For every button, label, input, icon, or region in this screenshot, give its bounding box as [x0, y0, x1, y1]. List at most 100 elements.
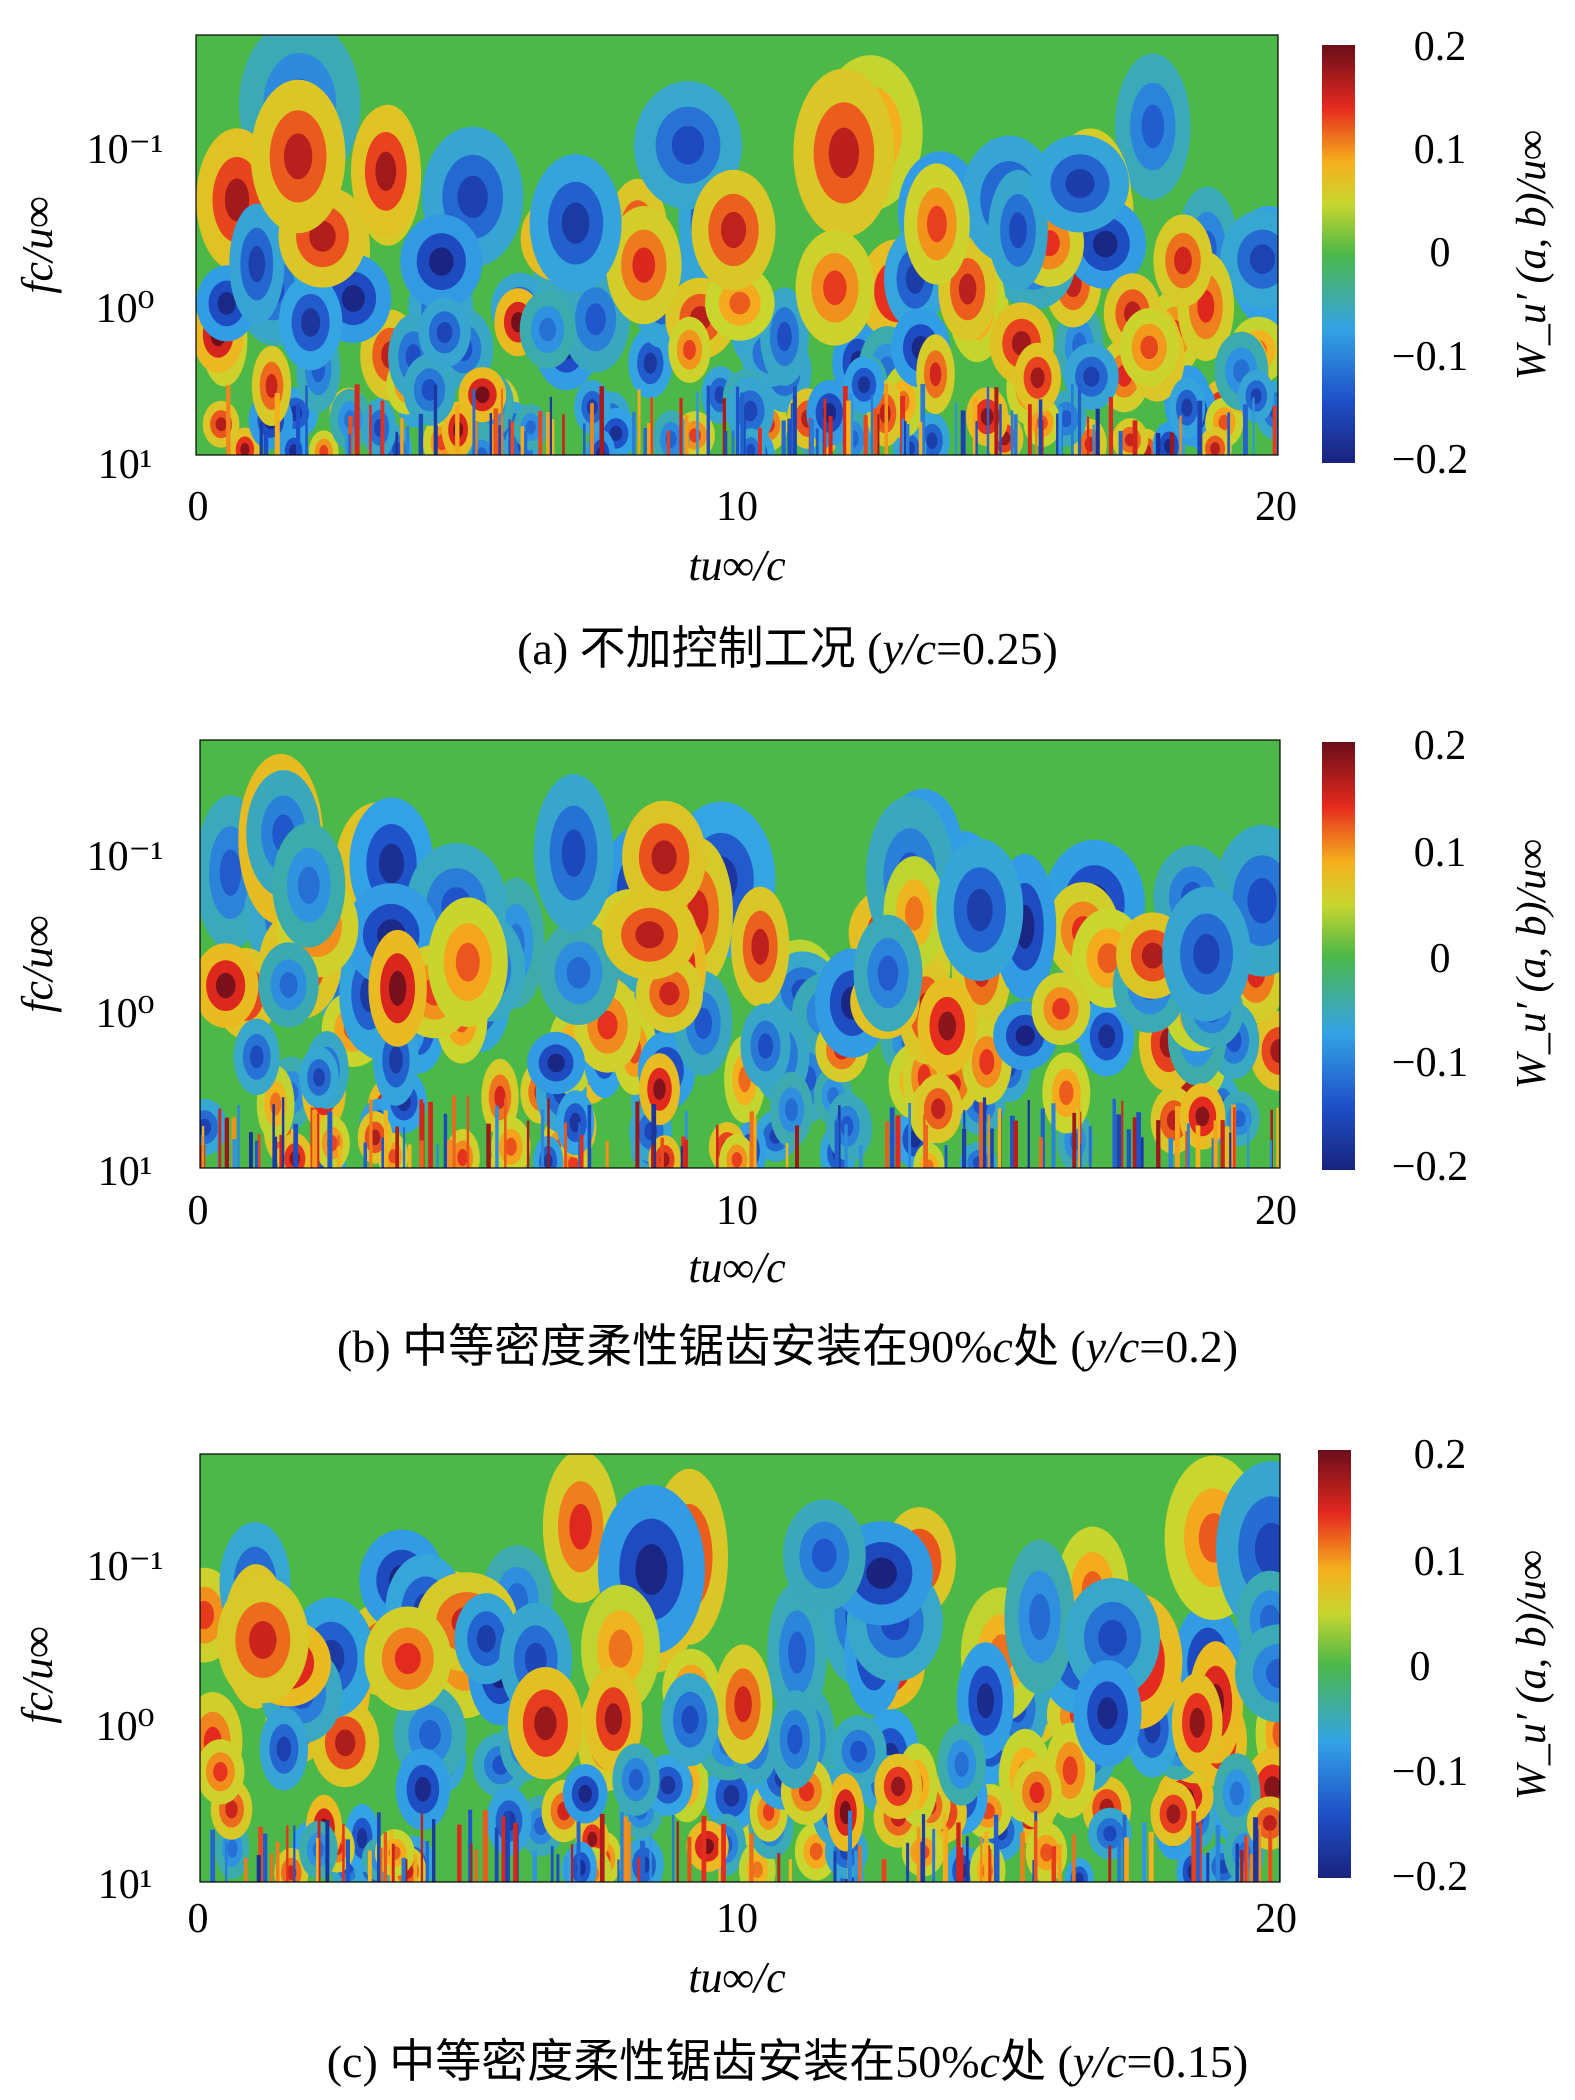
- heatmap-streak: [432, 1819, 436, 1882]
- heatmap-streak: [218, 1108, 222, 1168]
- heatmap-streak: [1240, 1850, 1244, 1882]
- heatmap-blob: [414, 1776, 432, 1802]
- heatmap-streak: [513, 1823, 518, 1882]
- heatmap-streak: [906, 1842, 910, 1882]
- heatmap-streak: [325, 1820, 330, 1882]
- heatmap-streak: [579, 1134, 584, 1168]
- heatmap-blob: [561, 202, 590, 244]
- heatmap-streak: [1269, 1139, 1273, 1168]
- heatmap-streak: [1118, 431, 1123, 455]
- heatmap-streak: [975, 421, 978, 455]
- heatmap-blob: [1097, 943, 1120, 974]
- heatmap-streak: [721, 1823, 726, 1882]
- heatmap-blob: [927, 205, 947, 243]
- heatmap-streak: [1227, 412, 1230, 455]
- heatmap-blob: [389, 1046, 403, 1074]
- heatmap-streak: [1191, 1810, 1197, 1882]
- heatmap-streak: [564, 1855, 568, 1882]
- heatmap-streak: [651, 1104, 657, 1168]
- heatmap-streak: [226, 385, 231, 455]
- heatmap-blob: [729, 291, 751, 315]
- heatmap-streak: [249, 1132, 253, 1168]
- heatmap-blob: [240, 443, 250, 455]
- heatmap-blob: [375, 151, 397, 191]
- heatmap-streak: [1077, 383, 1082, 455]
- heatmap-blob: [457, 1149, 468, 1167]
- heatmap-streak: [578, 1122, 581, 1168]
- y-tick-label: 10⁰: [96, 286, 155, 332]
- heatmap-streak: [1235, 1843, 1239, 1882]
- heatmap-streak: [344, 431, 349, 455]
- heatmap-streak: [296, 402, 301, 455]
- heatmap-streak: [637, 1857, 643, 1882]
- heatmap-blob: [609, 425, 623, 441]
- heatmap-streak: [472, 388, 476, 455]
- heatmap-blob: [394, 1643, 421, 1675]
- heatmap-streak: [1269, 1829, 1272, 1882]
- heatmap-streak: [369, 404, 372, 455]
- heatmap-blob: [248, 1621, 277, 1659]
- heatmap-blob: [1029, 1593, 1051, 1640]
- colorbar: [1322, 45, 1355, 463]
- heatmap-streak: [795, 1125, 799, 1168]
- heatmap-streak: [354, 384, 360, 455]
- heatmap-blob: [926, 432, 938, 450]
- heatmap-streak: [1010, 1115, 1015, 1168]
- heatmap-blob: [213, 1762, 228, 1782]
- plot-frame: [199, 1453, 1281, 1883]
- heatmap-streak: [505, 1811, 510, 1882]
- heatmap-streak: [1051, 1846, 1057, 1882]
- heatmap-blob: [225, 1800, 238, 1819]
- heatmap-blob: [313, 1068, 325, 1087]
- heatmap-streak: [701, 1816, 707, 1882]
- heatmap-streak: [1038, 399, 1043, 455]
- colorbar-tick: 0.1: [1414, 830, 1467, 876]
- heatmap-streak: [255, 1140, 258, 1168]
- heatmap-streak: [1195, 1125, 1201, 1168]
- x-tick-label: 20: [1255, 484, 1297, 530]
- heatmap-streak: [706, 385, 710, 455]
- heatmap-streak: [384, 1110, 388, 1168]
- heatmap-blob: [788, 1631, 807, 1674]
- heatmap-blob: [217, 292, 236, 315]
- heatmap-streak: [1179, 415, 1182, 455]
- heatmap-streak: [920, 383, 926, 455]
- heatmap-streak: [1108, 397, 1113, 455]
- heatmap-streak: [1057, 1844, 1062, 1882]
- colorbar-tick: 0.2: [1414, 1432, 1467, 1478]
- x-tick-label: 10: [716, 1188, 758, 1234]
- heatmap-blob: [1103, 1825, 1117, 1842]
- heatmap-streak: [679, 397, 683, 455]
- heatmap-streak: [263, 1833, 268, 1882]
- heatmap-streak: [244, 1857, 248, 1882]
- heatmap-streak: [687, 1836, 692, 1882]
- heatmap-streak: [259, 422, 263, 455]
- heatmap-streak: [788, 1859, 792, 1882]
- plot-frame: [199, 739, 1281, 1169]
- y-tick-label: 10⁻¹: [87, 1544, 164, 1590]
- heatmap-blob: [276, 1736, 292, 1762]
- heatmap-streak: [346, 434, 351, 455]
- heatmap-streak: [1086, 416, 1090, 455]
- heatmap-blob: [938, 1011, 957, 1041]
- heatmap-blob: [731, 1152, 743, 1168]
- heatmap-streak: [293, 1825, 296, 1882]
- heatmap-blob: [1249, 244, 1275, 274]
- heatmap-streak: [956, 1822, 961, 1882]
- heatmap-streak: [1051, 1103, 1056, 1168]
- heatmap-streak: [848, 1810, 852, 1882]
- x-tick-label: 0: [188, 1896, 209, 1942]
- heatmap-streak: [447, 1139, 452, 1168]
- heatmap-streak: [1220, 1120, 1225, 1168]
- heatmap-streak: [848, 394, 854, 455]
- caption-c: (c) 中等密度柔性锯齿安装在50%c处 (y/c=0.15): [0, 2025, 1575, 2091]
- heatmap-streak: [551, 419, 555, 455]
- heatmap-blob: [651, 840, 677, 875]
- heatmap-streak: [640, 1840, 645, 1882]
- colorbar-tick: 0.2: [1414, 723, 1467, 769]
- heatmap-streak: [903, 421, 907, 455]
- heatmap-streak: [1072, 1112, 1077, 1168]
- caption-text: (a) 不加控制工况 (: [517, 623, 883, 674]
- x-axis-label: tu∞/c: [688, 541, 786, 590]
- heatmap-streak: [275, 1841, 280, 1882]
